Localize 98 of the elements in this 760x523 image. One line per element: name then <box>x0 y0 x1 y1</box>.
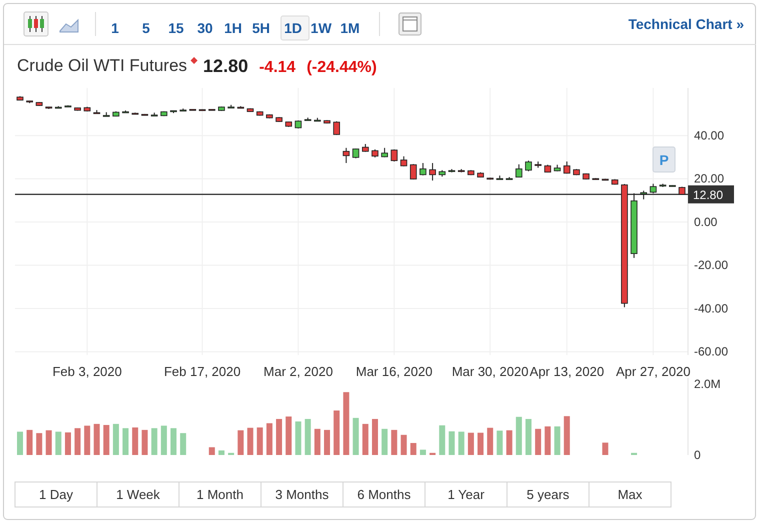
bar <box>64 432 71 455</box>
bar <box>286 416 292 455</box>
x-tick-label: Mar 16, 2020 <box>356 364 432 380</box>
text: 3 Months <box>275 487 330 502</box>
bar <box>55 432 62 455</box>
x-tick-label: Apr 13, 2020 <box>530 364 604 380</box>
bar <box>46 430 52 455</box>
bar <box>410 442 416 455</box>
candlestick <box>563 161 570 174</box>
bar <box>535 428 542 455</box>
y-tick-label: 2.0M <box>694 377 721 392</box>
candlestick <box>525 160 532 172</box>
text: 1 Year <box>448 487 486 502</box>
candlestick <box>400 156 408 167</box>
candlestick <box>342 147 350 164</box>
candlestick <box>516 164 522 178</box>
bar <box>247 428 254 455</box>
bar <box>314 428 320 455</box>
text: Technical Chart » <box>628 16 744 32</box>
candlestick <box>352 148 360 159</box>
bar <box>160 426 167 455</box>
bar <box>487 428 494 455</box>
candlestick <box>390 148 398 162</box>
bar <box>122 428 129 455</box>
y-tick-label: -20.00 <box>694 258 728 272</box>
bar <box>26 430 33 455</box>
bar <box>112 424 119 455</box>
text: 1 5 15 30 1H 5H 1D 1W 1M <box>111 20 360 36</box>
bar <box>103 424 110 455</box>
bar <box>180 433 186 455</box>
bar <box>142 430 148 455</box>
x-tick-label: Apr 27, 2020 <box>616 364 690 380</box>
bar <box>525 418 532 455</box>
x-tick-label: Mar 30, 2020 <box>452 364 528 380</box>
bar <box>468 432 474 455</box>
bar <box>170 428 177 455</box>
bar <box>391 430 398 455</box>
candlestick <box>429 162 436 182</box>
text: (-24.44%) <box>306 59 377 76</box>
bar <box>554 426 560 455</box>
bar <box>74 428 81 455</box>
bar <box>151 428 158 455</box>
candlestick <box>333 120 340 136</box>
bar <box>458 432 464 455</box>
x-tick-label: Feb 3, 2020 <box>52 364 122 380</box>
text: 1 Week <box>116 487 160 502</box>
bar <box>564 416 570 455</box>
bar <box>94 424 100 455</box>
y-tick-label: -60.00 <box>694 344 728 359</box>
bar <box>17 432 23 455</box>
text: 6 Months <box>357 487 412 502</box>
bar <box>132 427 138 455</box>
text: Max <box>618 487 643 502</box>
bar <box>382 428 388 455</box>
bar <box>516 416 522 455</box>
bar <box>36 433 42 455</box>
bar <box>478 432 484 455</box>
bar <box>295 421 302 455</box>
x-tick-label: Mar 2, 2020 <box>264 364 333 380</box>
candlestick <box>650 183 657 194</box>
y-tick-label: 0.00 <box>694 214 718 229</box>
bar <box>372 418 378 455</box>
bar <box>304 418 311 455</box>
bar <box>439 425 446 455</box>
x-tick-label: Feb 17, 2020 <box>164 364 241 380</box>
text: 5 years <box>526 487 570 502</box>
candlestick <box>420 162 426 176</box>
bar <box>218 450 224 455</box>
text: 1 Day <box>39 487 74 502</box>
bar <box>266 423 272 455</box>
ref-line-label: 12.80 <box>693 188 724 202</box>
y-tick-label: 20.00 <box>694 172 724 186</box>
bar <box>448 431 455 455</box>
bar <box>324 430 330 455</box>
bar <box>208 447 215 455</box>
candlestick <box>410 164 417 180</box>
bar <box>362 424 368 455</box>
bar <box>400 434 407 455</box>
bar <box>420 450 426 455</box>
text: -4.14 <box>259 59 296 76</box>
bar <box>276 418 282 455</box>
y-tick-label: 40.00 <box>694 128 724 142</box>
y-tick-label: -40.00 <box>694 301 728 316</box>
y-tick-label: 0 <box>694 448 701 462</box>
bar <box>334 410 340 455</box>
bar <box>352 418 359 455</box>
bar <box>343 392 350 455</box>
chart-title: Crude Oil WTI Futures <box>17 56 188 75</box>
bar <box>496 430 503 455</box>
text: 12.80 <box>203 56 248 76</box>
annotation: P <box>659 152 669 168</box>
text: 1 Month <box>196 487 244 502</box>
bar <box>84 426 90 455</box>
bar <box>256 427 263 455</box>
bar <box>506 430 512 455</box>
bar <box>544 426 551 455</box>
bar <box>238 430 244 455</box>
bar <box>602 442 608 455</box>
